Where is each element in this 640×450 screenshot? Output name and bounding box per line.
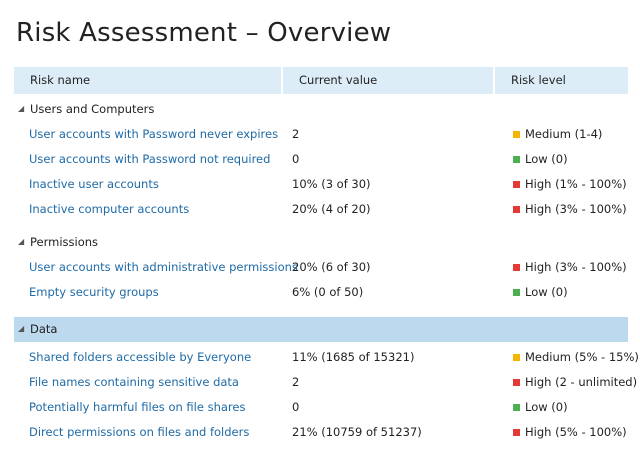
table-row: User accounts with administrative permis… [14,255,628,280]
risk-name-link[interactable]: Direct permissions on files and folders [29,425,250,439]
current-value: 6% (0 of 50) [292,285,364,299]
risk-level: High (2 - unlimited) [493,370,637,395]
risk-level: High (5% - 100%) [493,420,628,445]
collapse-triangle-icon[interactable]: ◢ [18,104,25,113]
risk-level-indicator-icon [513,289,520,296]
risk-level-label: High (2 - unlimited) [525,375,638,389]
table-row: Shared folders accessible by Everyone 11… [14,345,639,370]
risk-level-label: Low (0) [525,285,568,299]
risk-level-indicator-icon [513,181,520,188]
risk-name-link[interactable]: Inactive user accounts [29,177,159,191]
risk-level-indicator-icon [513,354,520,361]
current-value: 20% (4 of 20) [292,202,371,216]
group-label: Data [30,322,58,336]
risk-name-link[interactable]: User accounts with administrative permis… [29,260,298,274]
risk-level-label: Low (0) [525,400,568,414]
table-row: Direct permissions on files and folders … [14,420,628,445]
risk-name-link[interactable]: User accounts with Password never expire… [29,127,279,141]
risk-level: Low (0) [493,147,628,172]
group-label: Permissions [30,235,99,249]
current-value: 20% (6 of 30) [292,260,371,274]
risk-level-indicator-icon [513,156,520,163]
current-value: 2 [292,127,300,141]
risk-name-link[interactable]: Empty security groups [29,285,159,299]
page-title: Risk Assessment – Overview [16,18,392,48]
risk-level-label: Medium (1-4) [525,127,603,141]
risk-level: High (3% - 100%) [493,197,628,222]
risk-name-link[interactable]: File names containing sensitive data [29,375,239,389]
current-value: 10% (3 of 30) [292,177,371,191]
table-row: User accounts with Password not required… [14,147,628,172]
risk-level-label: Medium (5% - 15%) [525,350,639,364]
table-row: Empty security groups 6% (0 of 50) Low (… [14,280,628,305]
current-value: 2 [292,375,300,389]
risk-table: Risk name Current value Risk level ◢ Use… [14,67,639,445]
table-row: Potentially harmful files on file shares… [14,395,628,420]
group-header-permissions[interactable]: ◢ Permissions [14,230,628,255]
group-header-users-and-computers[interactable]: ◢ Users and Computers [14,97,628,122]
risk-level-label: High (3% - 100%) [525,202,627,216]
risk-level-indicator-icon [513,206,520,213]
risk-level: Low (0) [493,395,628,420]
table-header: Risk name Current value Risk level [14,67,628,94]
column-header-current-value[interactable]: Current value [281,67,493,94]
risk-level: Medium (1-4) [493,122,628,147]
risk-level-label: Low (0) [525,152,568,166]
risk-level-label: High (3% - 100%) [525,260,627,274]
risk-level: Low (0) [493,280,628,305]
risk-name-link[interactable]: User accounts with Password not required [29,152,271,166]
table-row: Inactive computer accounts 20% (4 of 20)… [14,197,628,222]
risk-level: High (3% - 100%) [493,255,628,280]
risk-level-indicator-icon [513,131,520,138]
risk-name-link[interactable]: Potentially harmful files on file shares [29,400,246,414]
current-value: 0 [292,152,300,166]
table-row: File names containing sensitive data 2 H… [14,370,637,395]
column-header-risk-level[interactable]: Risk level [493,67,628,94]
current-value: 0 [292,400,300,414]
current-value: 21% (10759 of 51237) [292,425,422,439]
collapse-triangle-icon[interactable]: ◢ [18,237,25,246]
group-header-data[interactable]: ◢ Data [14,317,628,342]
current-value: 11% (1685 of 15321) [292,350,415,364]
table-row: Inactive user accounts 10% (3 of 30) Hig… [14,172,628,197]
risk-name-link[interactable]: Inactive computer accounts [29,202,190,216]
risk-level-indicator-icon [513,264,520,271]
group-label: Users and Computers [30,102,155,116]
risk-level-label: High (5% - 100%) [525,425,627,439]
risk-level-indicator-icon [513,379,520,386]
table-row: User accounts with Password never expire… [14,122,628,147]
column-header-risk-name[interactable]: Risk name [30,73,91,87]
risk-level: Medium (5% - 15%) [493,345,639,370]
risk-level-indicator-icon [513,429,520,436]
risk-level-indicator-icon [513,404,520,411]
collapse-triangle-icon[interactable]: ◢ [18,324,25,333]
risk-level: High (1% - 100%) [493,172,628,197]
risk-name-link[interactable]: Shared folders accessible by Everyone [29,350,252,364]
risk-level-label: High (1% - 100%) [525,177,627,191]
